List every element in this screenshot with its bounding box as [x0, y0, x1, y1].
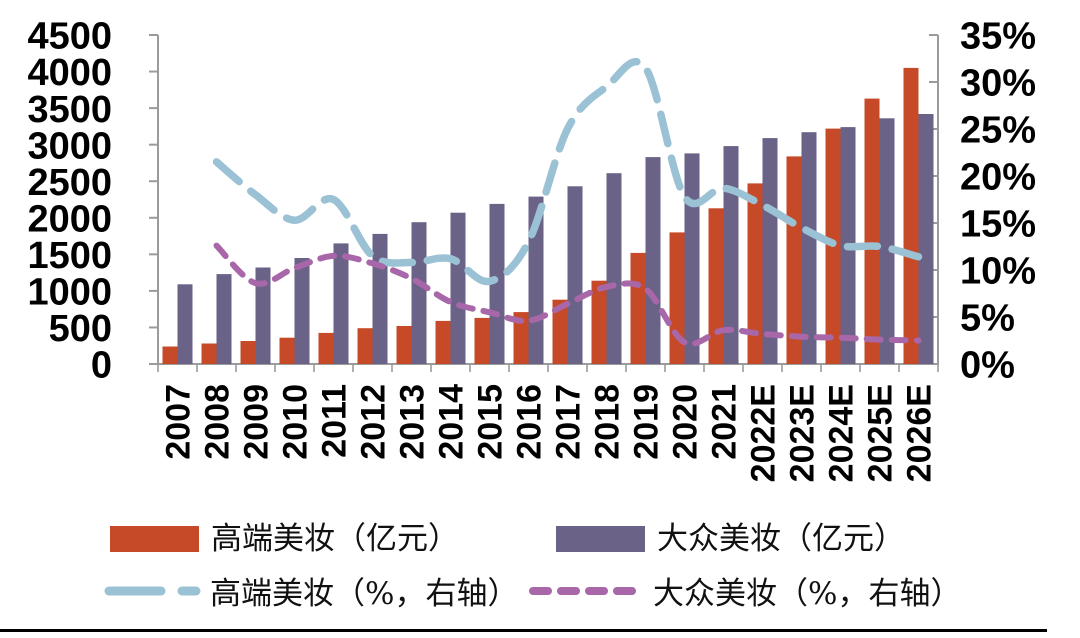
legend-swatch-premium-growth: [103, 574, 203, 613]
bar-mass-2009: [255, 267, 271, 364]
bar-mass-2021: [723, 146, 739, 364]
bar-series: [162, 67, 934, 365]
bar-mass-2023E: [801, 132, 817, 364]
y-axis-left-label: 3500: [27, 89, 112, 131]
bar-mass-2020: [684, 153, 700, 364]
bar-premium-2014: [435, 320, 451, 364]
bar-mass-2018: [606, 173, 622, 364]
y-axis-right-label: 10%: [960, 251, 1036, 293]
bar-premium-2019: [630, 252, 646, 364]
line-series: [212, 58, 923, 347]
legend-item-premium-growth: 高端美妆（%，右轴）: [103, 574, 518, 613]
bar-premium-2022E: [747, 183, 763, 364]
bar-premium-2011: [318, 332, 334, 364]
bar-premium-2010: [279, 337, 295, 364]
x-axis-label: 2008: [199, 384, 237, 460]
y-axis-left-label: 0: [91, 345, 112, 387]
bar-premium-2017: [552, 299, 568, 364]
bar-premium-2013: [396, 326, 412, 364]
x-axis-label: 2012: [355, 384, 393, 460]
legend-item-mass-growth: 大众美妆（%，右轴）: [528, 574, 961, 613]
legend-label-mass-growth: 大众美妆（%，右轴）: [653, 575, 962, 612]
bar-premium-2012: [357, 328, 373, 364]
bar-premium-2016: [513, 312, 529, 364]
x-axis-label: 2010: [277, 384, 315, 460]
bar-mass-2008: [216, 274, 232, 364]
x-axis-label: 2026E: [901, 384, 939, 482]
y-axis-right-label: 35%: [960, 16, 1036, 58]
bar-mass-2013: [411, 222, 427, 364]
x-axis-label: 2011: [316, 384, 354, 458]
x-axis-label: 2021: [706, 384, 744, 460]
x-axis-label: 2022E: [745, 384, 783, 482]
bar-premium-2026E: [903, 67, 919, 365]
bar-mass-2025E: [879, 118, 895, 364]
legend-item-premium-bar: 高端美妆（亿元）: [110, 522, 459, 556]
y-axis-left-label: 500: [49, 308, 112, 350]
y-axis-left-label: 4500: [27, 16, 112, 58]
bar-mass-2022E: [762, 138, 778, 364]
y-axis-left-label: 2500: [27, 162, 112, 204]
legend-label-mass-bar: 大众美妆（亿元）: [657, 521, 905, 557]
bar-mass-2015: [489, 203, 505, 364]
x-axis-label: 2020: [667, 384, 705, 460]
y-axis-right-label: 25%: [960, 110, 1036, 152]
x-axis-label: 2014: [433, 384, 471, 460]
bar-mass-2014: [450, 212, 466, 364]
y-axis-right-label: 15%: [960, 204, 1036, 246]
bar-mass-2019: [645, 157, 661, 364]
legend-swatch-premium-bar: [110, 526, 199, 552]
legend-swatch-mass-growth: [528, 574, 646, 613]
y-axis-left-label: 4000: [27, 52, 112, 94]
x-axis-label: 2017: [550, 384, 588, 460]
y-axis-left-label: 2000: [27, 198, 112, 240]
x-axis-label: 2009: [238, 384, 276, 460]
legend-item-mass-bar: 大众美妆（亿元）: [556, 522, 905, 556]
y-axis-right-label: 30%: [960, 63, 1036, 105]
x-axis-label: 2024E: [823, 384, 861, 482]
bar-mass-2011: [333, 243, 349, 364]
bar-mass-2017: [567, 186, 583, 364]
line-mass-growth: [213, 242, 922, 347]
y-axis-right-label: 20%: [960, 157, 1036, 199]
x-axis-label: 2016: [511, 384, 549, 460]
y-axis-left-label: 1000: [27, 272, 112, 314]
x-axis-label: 2007: [160, 384, 198, 460]
x-axis-label: 2025E: [862, 384, 900, 482]
bottom-divider: [0, 629, 1047, 632]
x-axis-label: 2019: [628, 384, 666, 460]
bar-premium-2008: [201, 343, 217, 364]
bar-premium-2018: [591, 280, 607, 364]
bar-mass-2012: [372, 233, 388, 364]
y-axis-right-label: 5%: [960, 298, 1015, 340]
bar-premium-2009: [240, 341, 256, 364]
x-axis-label: 2018: [589, 384, 627, 460]
bar-premium-2025E: [864, 98, 880, 364]
legend-label-premium-growth: 高端美妆（%，右轴）: [210, 575, 519, 612]
bar-premium-2015: [474, 317, 490, 364]
line-premium-growth: [212, 58, 923, 286]
x-axis-label: 2015: [472, 384, 510, 460]
bar-mass-2010: [294, 258, 310, 364]
bar-premium-2023E: [786, 156, 802, 364]
legend-swatch-mass-bar: [556, 526, 645, 552]
bar-premium-2021: [708, 208, 724, 364]
y-axis-right-label: 0%: [960, 345, 1015, 387]
y-axis-left-label: 1500: [27, 235, 112, 277]
bar-premium-2007: [162, 346, 178, 364]
x-axis-label: 2023E: [784, 384, 822, 482]
legend-label-premium-bar: 高端美妆（亿元）: [211, 521, 459, 557]
y-axis-left-label: 3000: [27, 125, 112, 167]
bar-mass-2007: [177, 284, 193, 364]
x-axis-label: 2013: [394, 384, 432, 460]
bar-mass-2026E: [918, 114, 934, 364]
